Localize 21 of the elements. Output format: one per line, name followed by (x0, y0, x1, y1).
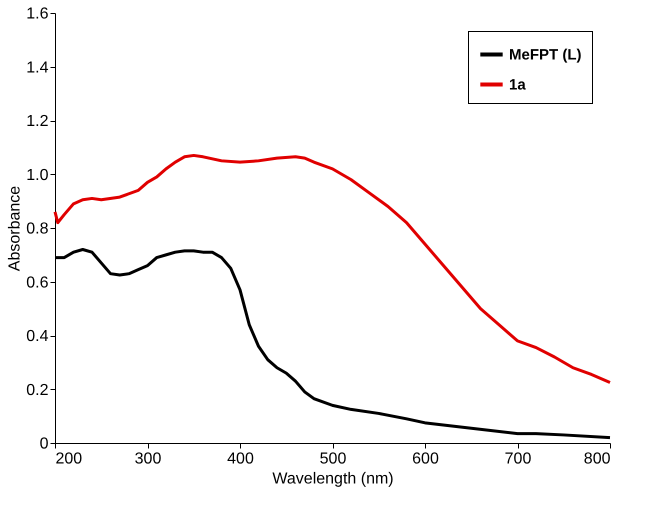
legend-label: MeFPT (L) (509, 46, 582, 64)
x-tick-label: 400 (227, 450, 254, 468)
y-axis-title: Absorbance (6, 186, 24, 272)
y-tick-label: 1.2 (26, 113, 49, 130)
x-axis-title: Wavelength (nm) (272, 470, 394, 488)
x-tick-label: 700 (504, 450, 532, 468)
y-tick-label: 1.6 (26, 6, 49, 22)
y-tick-label: 0.4 (26, 328, 49, 345)
x-tick-label: 300 (134, 450, 162, 468)
x-tick-label: 200 (56, 450, 82, 468)
y-tick-label: 0.6 (26, 274, 49, 292)
y-tick-label: 1.0 (26, 166, 49, 184)
legend-label: 1a (509, 76, 526, 94)
y-tick-label: 0 (40, 436, 49, 452)
x-tick-label: 600 (412, 450, 439, 468)
x-tick-label: 800 (584, 450, 611, 468)
y-tick-label: 0.2 (26, 382, 49, 399)
line-series (54, 154, 612, 384)
y-tick-label: 0.8 (26, 220, 49, 238)
y-tick-label: 1.4 (26, 59, 49, 76)
x-tick-label: 500 (320, 450, 346, 468)
